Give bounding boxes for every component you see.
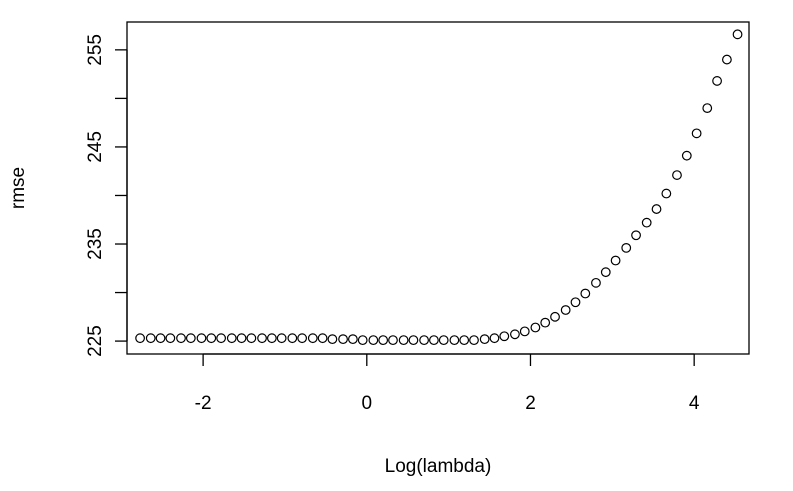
y-axis-label: rmse bbox=[8, 167, 29, 209]
y-tick-label: 255 bbox=[85, 34, 106, 66]
data-point bbox=[702, 103, 713, 114]
plot-frame bbox=[126, 21, 750, 355]
data-point bbox=[651, 204, 662, 214]
y-tick-label: 235 bbox=[85, 228, 106, 260]
y-axis: 225 235 245 255 bbox=[85, 34, 128, 357]
data-point bbox=[449, 335, 460, 346]
data-point bbox=[540, 317, 551, 328]
x-tick-label: -2 bbox=[195, 393, 212, 414]
data-point bbox=[257, 333, 267, 344]
data-point bbox=[510, 329, 520, 340]
data-point bbox=[560, 305, 571, 315]
data-point bbox=[479, 334, 490, 345]
data-point bbox=[185, 333, 196, 344]
data-point bbox=[176, 333, 186, 344]
data-point bbox=[489, 333, 500, 344]
data-point bbox=[600, 267, 611, 278]
data-point bbox=[499, 331, 510, 342]
data-point bbox=[429, 335, 439, 346]
data-point bbox=[266, 333, 277, 344]
data-point bbox=[570, 297, 581, 308]
data-point bbox=[732, 29, 743, 40]
y-tick-label: 225 bbox=[85, 325, 106, 357]
data-point bbox=[378, 335, 389, 346]
data-point bbox=[661, 188, 672, 199]
data-point bbox=[236, 333, 247, 344]
data-point bbox=[287, 333, 298, 344]
data-point bbox=[469, 335, 479, 346]
data-point bbox=[206, 333, 217, 344]
data-points bbox=[135, 29, 743, 346]
data-point bbox=[246, 333, 257, 344]
data-point bbox=[672, 170, 682, 180]
data-point bbox=[398, 335, 409, 346]
data-point bbox=[196, 333, 207, 344]
data-point bbox=[641, 217, 652, 228]
data-point bbox=[610, 255, 621, 266]
data-point bbox=[419, 335, 429, 346]
data-point bbox=[327, 334, 338, 345]
data-point bbox=[681, 150, 692, 161]
data-point bbox=[388, 335, 398, 346]
y-tick-label: 245 bbox=[85, 131, 106, 163]
data-point bbox=[297, 333, 308, 344]
data-point bbox=[145, 333, 156, 344]
data-point bbox=[408, 335, 419, 346]
x-axis: -2 0 2 4 bbox=[195, 353, 700, 414]
data-point bbox=[580, 288, 591, 299]
data-point bbox=[135, 333, 145, 344]
data-point bbox=[216, 333, 227, 344]
data-point bbox=[591, 277, 601, 288]
data-point bbox=[165, 333, 176, 344]
data-point bbox=[438, 335, 449, 346]
x-tick-label: 0 bbox=[362, 393, 373, 414]
data-point bbox=[519, 326, 530, 337]
x-axis-label: Log(lambda) bbox=[385, 456, 492, 477]
data-point bbox=[307, 333, 318, 344]
data-point bbox=[550, 311, 560, 322]
data-point bbox=[226, 333, 237, 344]
data-point bbox=[691, 128, 702, 139]
data-point bbox=[621, 242, 632, 253]
data-point bbox=[631, 230, 641, 241]
data-point bbox=[347, 334, 358, 345]
data-point bbox=[338, 334, 348, 345]
data-point bbox=[530, 322, 541, 333]
data-point bbox=[368, 335, 379, 346]
data-point bbox=[712, 76, 722, 86]
data-point bbox=[357, 335, 368, 346]
data-point bbox=[459, 335, 470, 346]
x-tick-label: 4 bbox=[689, 393, 700, 414]
data-point bbox=[722, 54, 732, 65]
data-point bbox=[317, 333, 328, 344]
data-point bbox=[155, 333, 166, 344]
x-tick-label: 2 bbox=[525, 393, 536, 414]
data-point bbox=[276, 333, 287, 344]
